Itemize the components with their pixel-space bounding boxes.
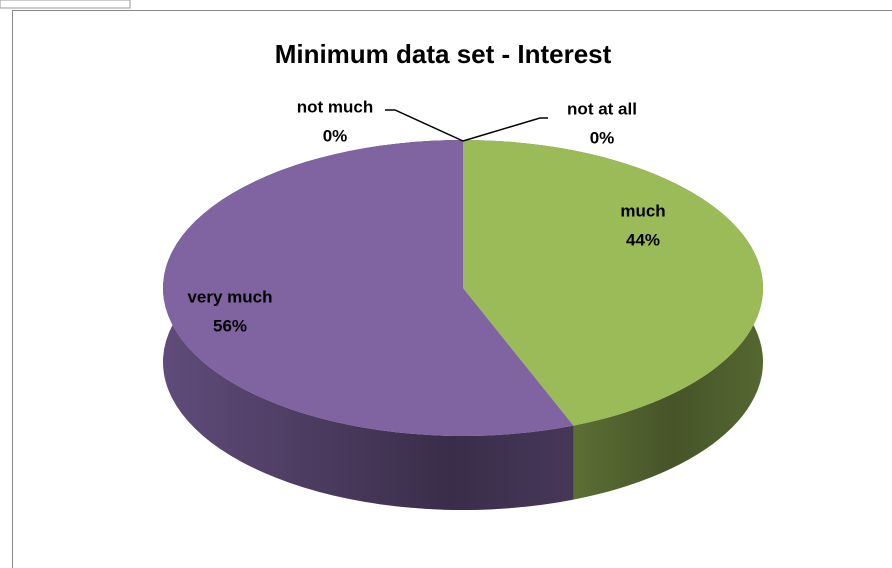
pie-slice <box>463 140 764 426</box>
slice-label: not much <box>297 97 374 116</box>
slice-label: not at all <box>567 99 637 118</box>
pie-tops <box>163 140 764 436</box>
slice-value-label: 0% <box>590 128 615 147</box>
pie-slice <box>163 140 574 436</box>
chart-frame <box>12 10 892 568</box>
slice-label: very much <box>187 287 272 306</box>
slice-label: much <box>620 201 665 220</box>
chart-title: Minimum data set - Interest <box>275 39 612 69</box>
leader-line <box>462 117 548 142</box>
slice-value-label: 0% <box>323 126 348 145</box>
slice-value-label: 56% <box>213 316 247 335</box>
slice-value-label: 44% <box>626 230 660 249</box>
header-box <box>0 0 131 9</box>
leader-line <box>385 109 464 142</box>
